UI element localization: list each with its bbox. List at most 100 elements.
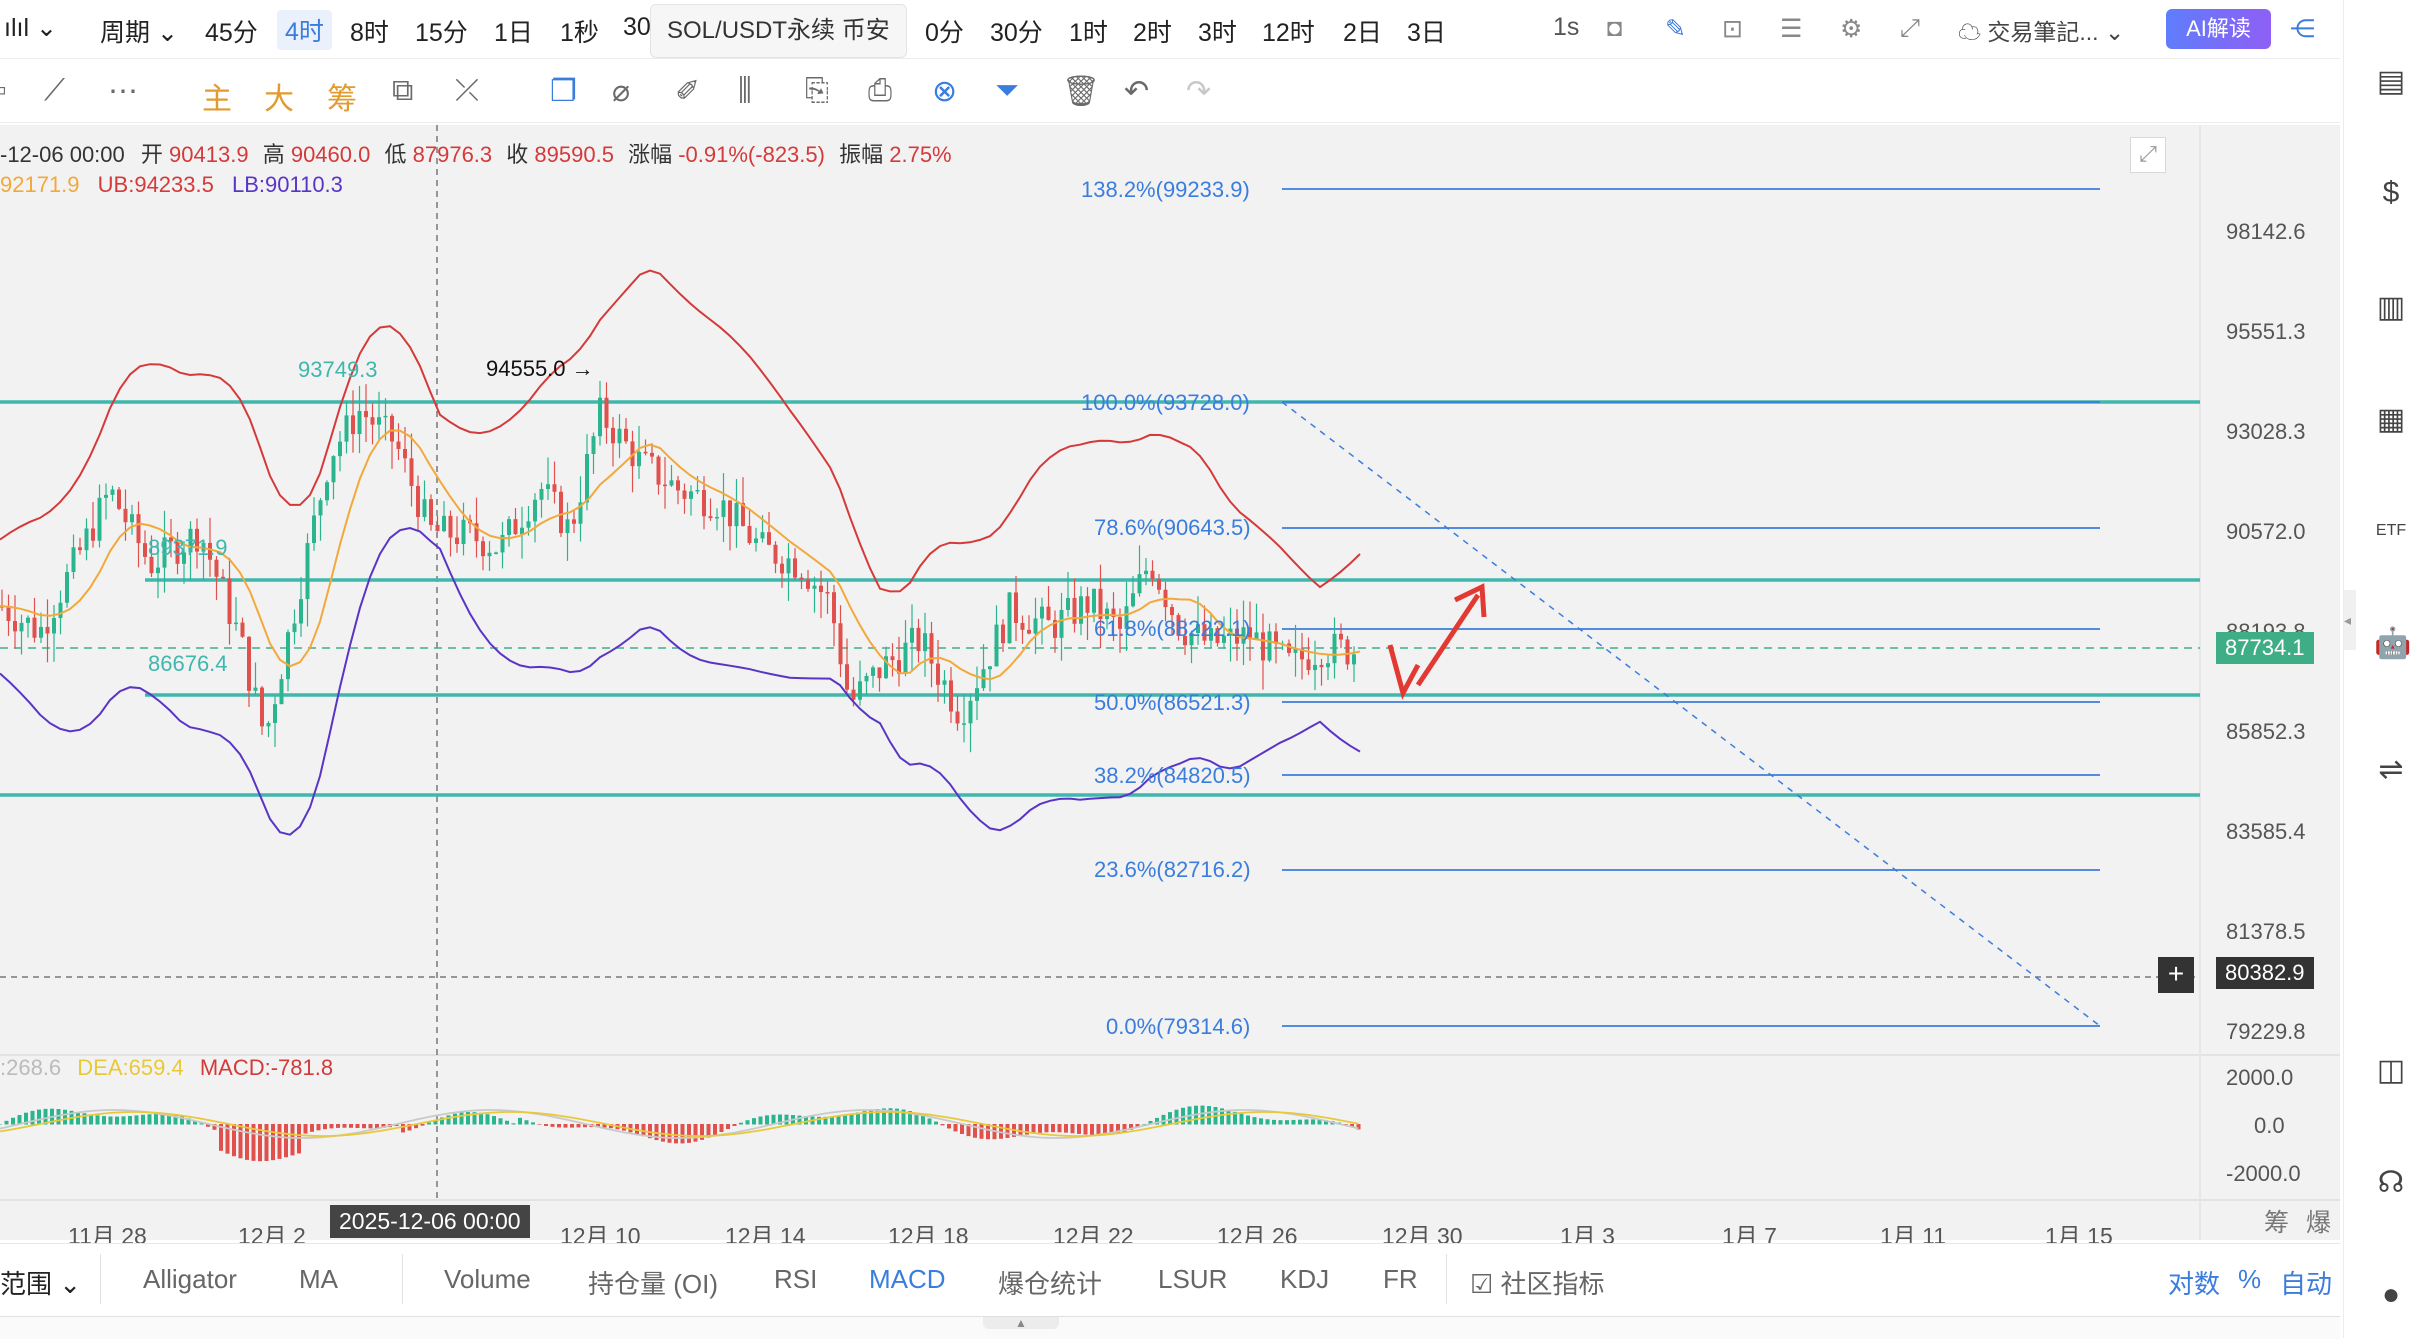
period-dropdown[interactable]: 周期 ⌄: [100, 19, 178, 47]
timeframe-30[interactable]: 30: [623, 13, 651, 41]
overlay-main[interactable]: 主: [202, 83, 232, 116]
trade-dollar-icon[interactable]: $: [2382, 176, 2400, 209]
market-data-icon[interactable]: ▦: [2376, 403, 2406, 436]
candle-body: [526, 521, 531, 528]
scale-log[interactable]: 对数: [2168, 1269, 2221, 1299]
layout-icon[interactable]: ◫: [2376, 1054, 2406, 1087]
trash-icon[interactable]: 🗑: [1062, 75, 1101, 108]
candle-body: [637, 451, 641, 467]
indicator-kdj[interactable]: KDJ: [1280, 1264, 1330, 1294]
boll-mid: 92171.9: [0, 172, 80, 197]
timeframe-30m[interactable]: 30分: [990, 19, 1043, 47]
filter-icon[interactable]: ⏷: [995, 74, 1019, 107]
orderbook-icon[interactable]: ▤: [2376, 65, 2406, 98]
range-dropdown[interactable]: 范围 ⌄: [0, 1269, 82, 1299]
etf-icon[interactable]: ETF: [2375, 522, 2407, 539]
list-icon[interactable]: ☰: [1780, 15, 1803, 43]
timeframe-0m[interactable]: 0分: [925, 19, 964, 47]
expand-icon[interactable]: ⤢: [2130, 137, 2166, 173]
ai-interpret-button[interactable]: AI解读: [2166, 9, 2271, 49]
seconds-toggle[interactable]: 1s: [1553, 13, 1580, 41]
indicator-fr[interactable]: FR: [1383, 1264, 1418, 1294]
candle-body: [897, 660, 901, 674]
axis-corner-liquidation[interactable]: 爆: [2306, 1209, 2332, 1237]
timeframe-3d[interactable]: 3日: [1407, 19, 1446, 47]
scale-auto[interactable]: 自动: [2280, 1269, 2333, 1299]
macd-bar: [453, 1113, 457, 1125]
scale-percent[interactable]: %: [2238, 1264, 2262, 1294]
macd-axis-label: 2000.0: [2226, 1065, 2294, 1090]
fullscreen-icon[interactable]: ⤢: [1900, 14, 1921, 42]
copy-icon[interactable]: ❐: [550, 75, 577, 108]
candlestick-icon[interactable]: ılıl ⌄: [4, 14, 57, 42]
timeframe-12h[interactable]: 12时: [1262, 19, 1315, 47]
ruler-icon[interactable]: ⌀: [612, 75, 631, 108]
macd-bar: [1298, 1119, 1302, 1125]
macd-bar: [758, 1116, 763, 1125]
timeframe-1h[interactable]: 1时: [1069, 19, 1108, 47]
indicator-ma[interactable]: MA: [299, 1264, 338, 1294]
timeframe-8h[interactable]: 8时: [350, 19, 389, 47]
timeframe-2h[interactable]: 2时: [1133, 19, 1172, 47]
timeframe-1s[interactable]: 1秒: [560, 19, 599, 47]
axis-corner-chips[interactable]: 筹: [2264, 1209, 2290, 1237]
macd-bar: [1246, 1115, 1250, 1125]
settings-icon[interactable]: ⚙: [1840, 15, 1863, 43]
timeframe-4h[interactable]: 4时: [277, 10, 332, 50]
add-window-icon[interactable]: ⊡: [1722, 15, 1743, 43]
overlay-large[interactable]: 大: [264, 83, 294, 116]
brush-icon[interactable]: ✐: [675, 75, 701, 108]
tool-partial-icon[interactable]: ▫: [0, 74, 7, 107]
indicator-lsur[interactable]: LSUR: [1158, 1264, 1228, 1294]
indicator-volume[interactable]: Volume: [444, 1264, 531, 1294]
indicator-alligator[interactable]: Alligator: [143, 1264, 237, 1294]
more-icon[interactable]: ⋯: [108, 75, 138, 108]
candles-icon[interactable]: ⫼: [738, 74, 752, 107]
macd-bar: [30, 1110, 35, 1125]
macd-bar: [414, 1124, 418, 1129]
share-icon[interactable]: ⋲: [2290, 15, 2315, 43]
timeframe-3h[interactable]: 3时: [1198, 19, 1237, 47]
clipboard-icon[interactable]: ⎘: [805, 74, 829, 107]
chart-canvas[interactable]: [0, 125, 2340, 1240]
erase-line-icon[interactable]: ⤫: [455, 74, 479, 107]
undo-icon[interactable]: ↶: [1124, 75, 1150, 108]
candle-body: [91, 528, 95, 541]
macd-bar: [381, 1124, 386, 1128]
macd-bar: [1148, 1120, 1153, 1125]
macd-bar: [56, 1109, 61, 1125]
timeframe-2d[interactable]: 2日: [1343, 19, 1382, 47]
redo-icon[interactable]: ↷: [1186, 75, 1212, 108]
chart-area[interactable]: -12-06 00:00 开 90413.9 高 90460.0 低 87976…: [0, 125, 2340, 1249]
trend-line-icon[interactable]: ⟋: [44, 74, 65, 107]
camera-icon[interactable]: ◘: [1607, 14, 1623, 42]
macd-bar: [427, 1122, 431, 1125]
community-indicators[interactable]: ☑ 社区指标: [1470, 1264, 1605, 1301]
magnet-icon[interactable]: ⊗: [932, 75, 958, 108]
add-alert-icon[interactable]: +: [2158, 957, 2194, 993]
panel-toggle-icon[interactable]: ▲: [983, 1317, 1059, 1329]
macd-bar: [362, 1124, 366, 1129]
collapse-handle-icon[interactable]: ◂: [2344, 590, 2356, 650]
overlay-chips[interactable]: 筹: [327, 83, 357, 116]
indicator-liquidation[interactable]: 爆仓统计: [998, 1269, 1103, 1299]
sync-draw-icon[interactable]: ⧉: [392, 74, 414, 107]
pencil-icon[interactable]: ✎: [1665, 15, 1686, 43]
edit-doc-icon[interactable]: ⎙: [868, 74, 892, 107]
bar-chart-icon[interactable]: ▥: [2376, 291, 2406, 324]
bottom-panel-strip[interactable]: ▲: [0, 1316, 2340, 1339]
trade-notes-dropdown[interactable]: ☁ 交易筆記... ⌄: [1958, 19, 2125, 45]
exchange-icon[interactable]: ⇌: [2378, 753, 2404, 786]
headset-icon[interactable]: ☊: [2377, 1166, 2405, 1199]
macd-dif-line: [0, 1109, 1359, 1139]
indicator-macd[interactable]: MACD: [869, 1264, 946, 1294]
candle-body: [162, 537, 167, 568]
timeframe-15m[interactable]: 15分: [415, 19, 468, 47]
assistant-avatar-icon[interactable]: ●: [2381, 1278, 2401, 1311]
candle-body: [130, 514, 134, 523]
timeframe-45m[interactable]: 45分: [205, 19, 258, 47]
indicator-rsi[interactable]: RSI: [774, 1264, 818, 1294]
timeframe-1d[interactable]: 1日: [494, 19, 533, 47]
indicator-oi[interactable]: 持仓量 (OI): [588, 1269, 718, 1299]
robot-icon[interactable]: 🤖: [2374, 627, 2412, 660]
